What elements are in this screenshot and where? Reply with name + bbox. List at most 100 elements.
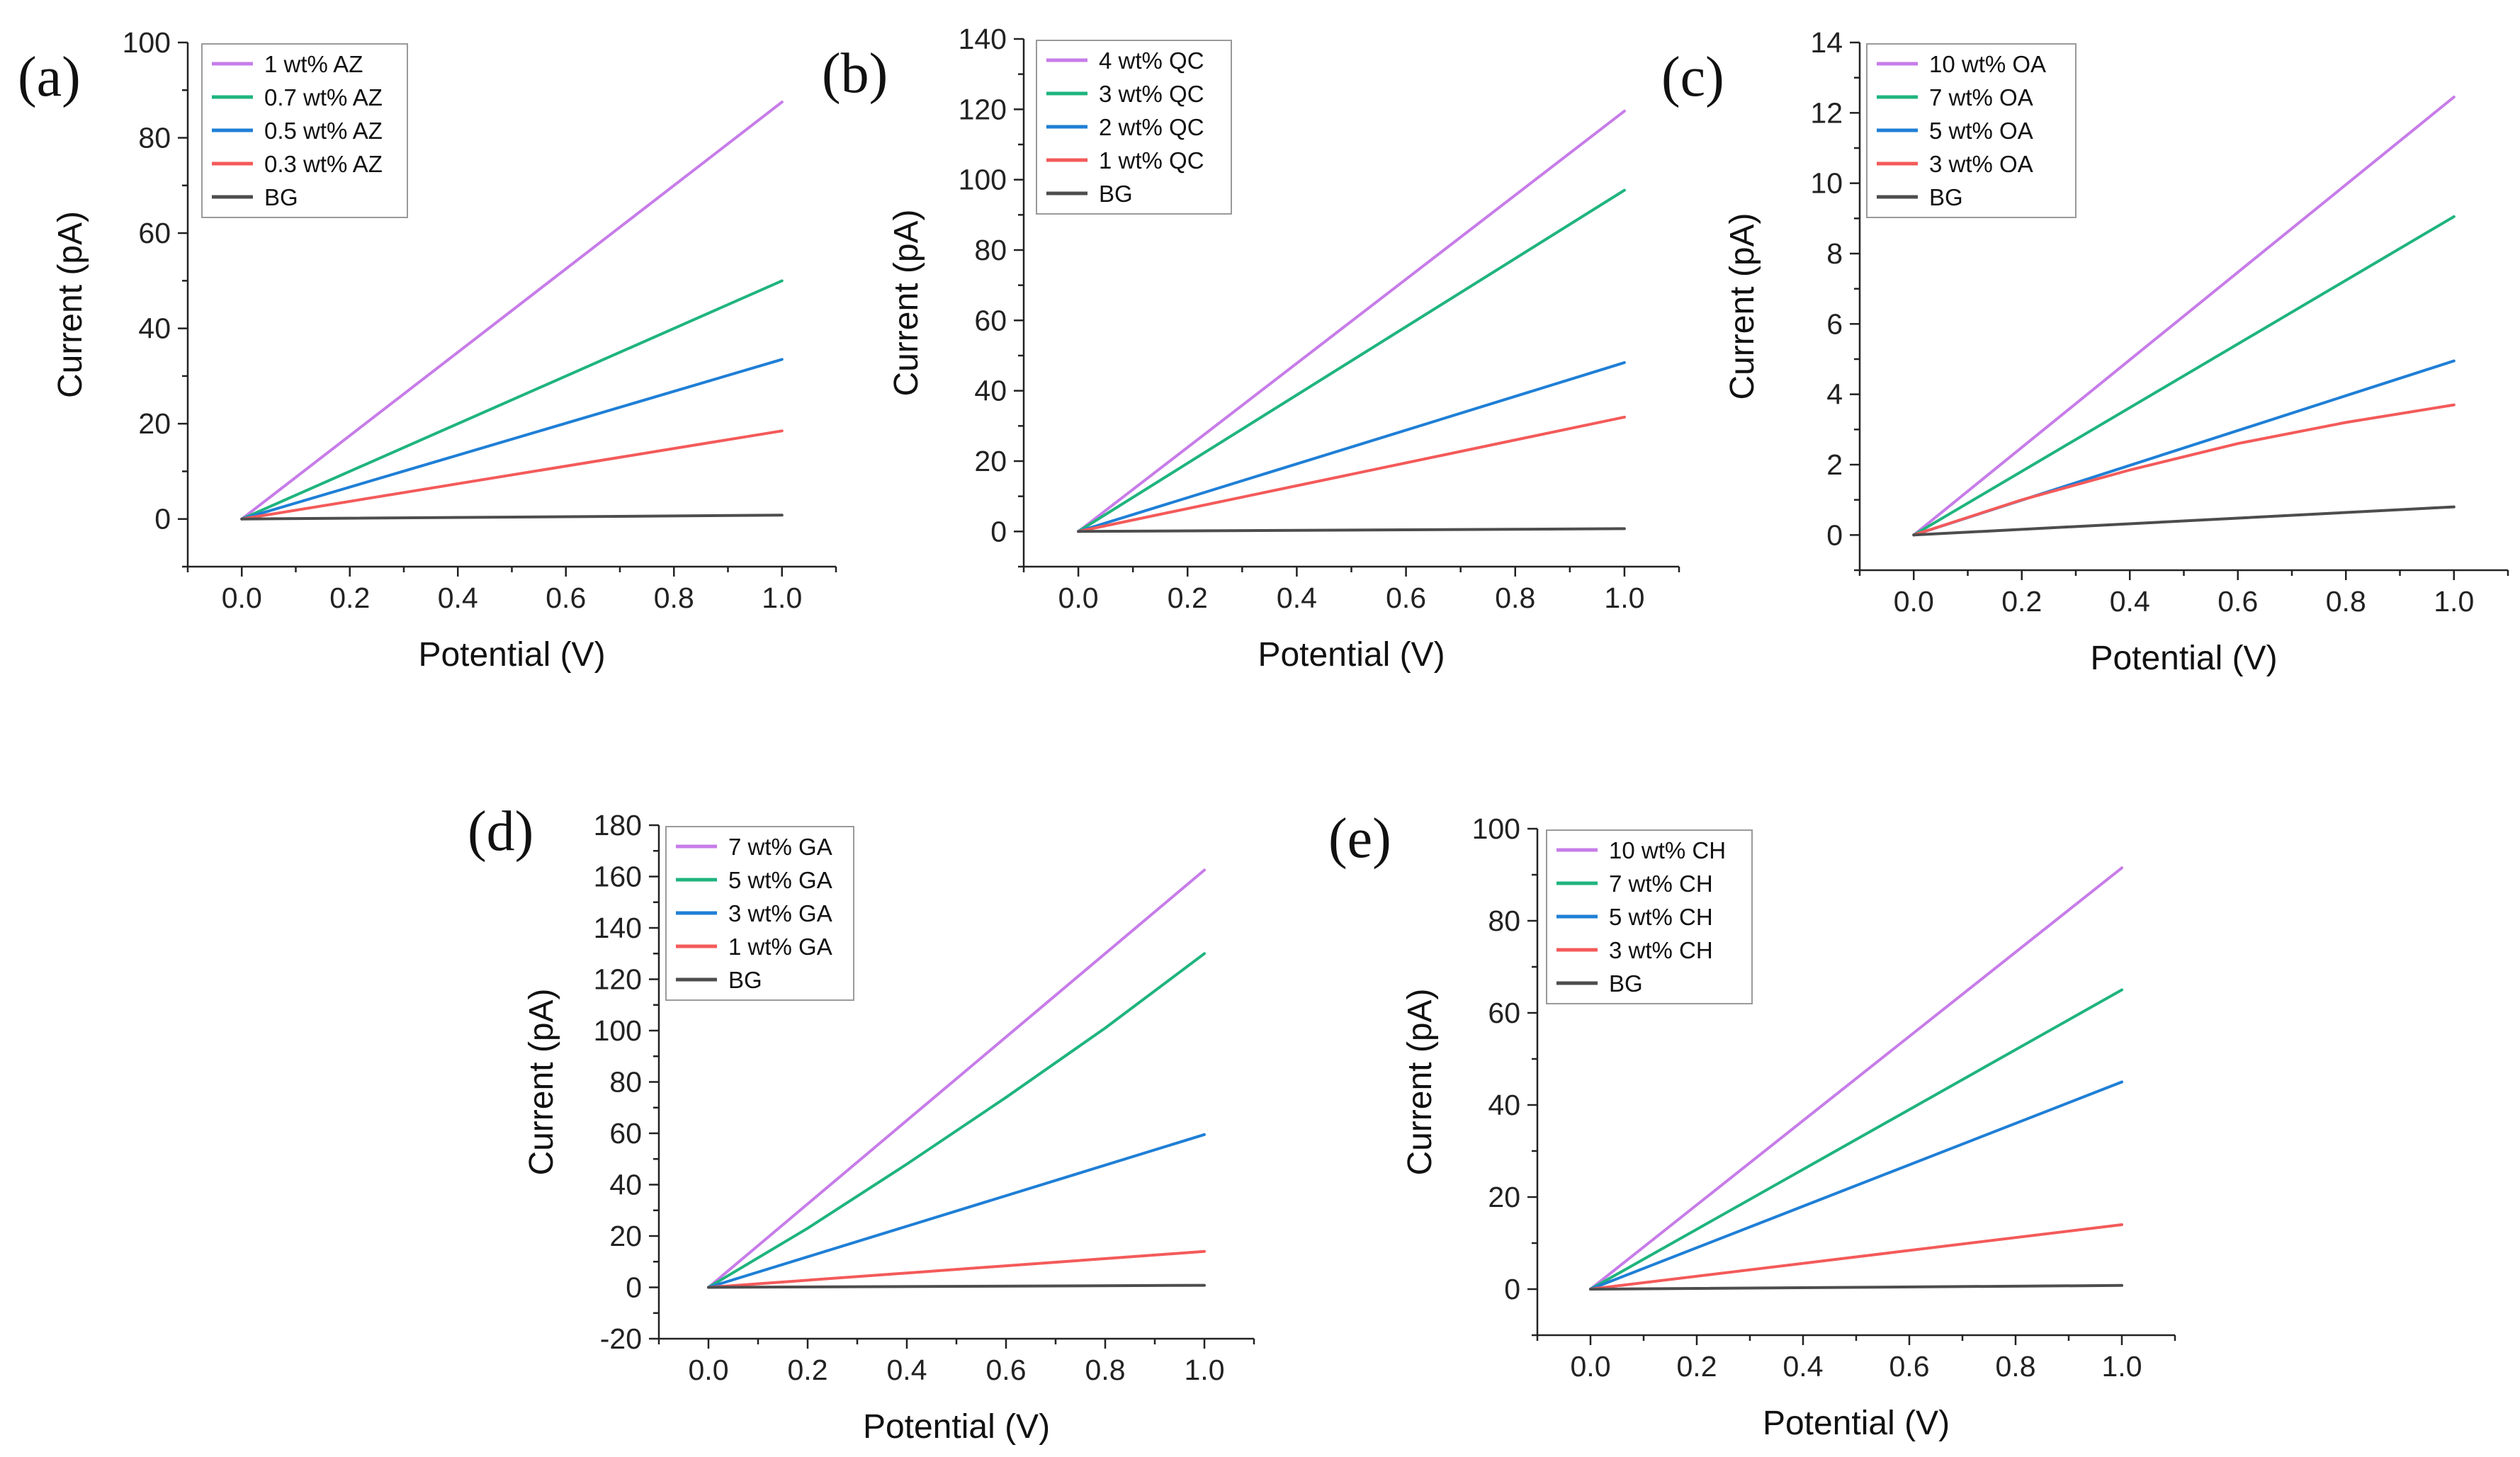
series-line-3: [1589, 1080, 2123, 1291]
series-line-5: [1077, 527, 1626, 533]
y-tick-label: 180: [594, 809, 642, 841]
y-axis-title: Current (pA): [1724, 212, 1761, 399]
y-tick-label: 80: [974, 234, 1007, 266]
y-tick-label: 100: [594, 1014, 642, 1047]
x-tick-label: 0.6: [2217, 585, 2258, 618]
series-line-4: [1912, 403, 2456, 537]
y-tick-label: 60: [1488, 997, 1520, 1029]
y-tick-label: 20: [609, 1220, 642, 1252]
panel-label-a: (a): [18, 46, 81, 108]
y-tick-label: 100: [1472, 812, 1520, 845]
series-line-3: [240, 358, 784, 521]
series-line-4: [240, 429, 784, 521]
chart-panel-c: (c) 0.0 0.2 0.4 0.6 0.8 1.0 0 2 4 6 8 10 12 14 Potentia…: [1661, 26, 2509, 677]
x-tick-label: 0.8: [1495, 582, 1535, 614]
chart-panel-d: (d) 0.0 0.2 0.4 0.6 0.8 1.0 -20 0 20 40 60 80 100 120 1…: [468, 800, 1255, 1446]
x-tick-label: 0.8: [2326, 585, 2366, 618]
legend-entry: 0.5 wt% AZ: [264, 118, 383, 144]
legend-entry: 3 wt% GA: [728, 900, 832, 926]
y-tick-label: 80: [1488, 905, 1520, 937]
y-tick-label: 0: [990, 515, 1007, 548]
y-tick-label: 40: [1488, 1089, 1520, 1121]
series-line-5: [1589, 1283, 2123, 1291]
series-line-1: [1589, 866, 2123, 1291]
y-axis-title: Current (pA): [523, 988, 560, 1175]
legend-entry: 5 wt% CH: [1609, 904, 1713, 930]
legend-entry: 10 wt% OA: [1929, 51, 2046, 77]
y-tick-label: 2: [1826, 448, 1843, 481]
legend-entry: 7 wt% OA: [1929, 84, 2033, 110]
y-tick-label: 12: [1810, 96, 1843, 129]
y-tick-label: 140: [594, 912, 642, 944]
series-line-3: [707, 1133, 1206, 1289]
series-line-2: [1912, 215, 2456, 537]
x-tick-label: 0.6: [546, 582, 586, 614]
y-tick-label: 4: [1826, 378, 1843, 411]
y-tick-label: 80: [609, 1066, 642, 1099]
y-tick-label: 120: [959, 93, 1007, 125]
chart-panel-b: (b) 0.0 0.2 0.4 0.6 0.8 1.0 0 20 40 60 80 100 120 140 P…: [822, 23, 1680, 674]
legend-entry: BG: [1099, 181, 1133, 207]
legend-entry: 1 wt% AZ: [264, 51, 363, 77]
x-tick-label: 1.0: [762, 582, 802, 614]
x-axis-title: Potential (V): [418, 636, 605, 674]
panel-label-d: (d): [468, 800, 533, 863]
x-tick-label: 0.4: [887, 1354, 927, 1386]
x-tick-label: 0.0: [689, 1354, 729, 1386]
x-tick-label: 0.6: [986, 1354, 1027, 1386]
legend-entry: BG: [264, 184, 298, 210]
x-tick-label: 0.0: [1894, 585, 1934, 618]
chart-panel-a: (a) 0.0 0.2 0.4 0.6 0.8 1.0 0 20 40 60 80 100 Potenti…: [18, 26, 837, 674]
series-line-4: [1077, 415, 1626, 533]
series-line-3: [1077, 361, 1626, 533]
y-axis-title: Current (pA): [1401, 988, 1439, 1175]
x-tick-label: 0.2: [788, 1354, 828, 1386]
y-tick-label: 10: [1810, 167, 1843, 200]
legend-entry: 7 wt% GA: [728, 834, 832, 860]
series-line-4: [1589, 1223, 2123, 1291]
y-tick-label: 0: [1504, 1273, 1520, 1305]
series-line-2: [1077, 188, 1626, 533]
legend-entry: 7 wt% CH: [1609, 871, 1713, 897]
series-line-5: [1912, 505, 2456, 537]
y-tick-label: 0: [1826, 518, 1843, 551]
series-line-1: [1912, 96, 2456, 537]
y-axis-title: Current (pA): [52, 211, 89, 398]
x-tick-label: 0.2: [2001, 585, 2042, 618]
x-tick-label: 0.4: [2110, 585, 2150, 618]
x-tick-label: 0.8: [1996, 1350, 2036, 1383]
x-tick-label: 0.2: [1677, 1350, 1717, 1383]
y-tick-label: 20: [138, 407, 171, 440]
legend-entry: BG: [728, 967, 762, 993]
series-line-2: [707, 952, 1206, 1289]
x-tick-label: 0.6: [1889, 1350, 1930, 1383]
y-tick-label: -20: [600, 1322, 642, 1355]
panel-label-c: (c): [1661, 46, 1724, 108]
y-axis-title: Current (pA): [888, 209, 925, 396]
legend-entry: 10 wt% CH: [1609, 837, 1726, 863]
y-tick-label: 20: [1488, 1181, 1520, 1213]
x-tick-label: 1.0: [1185, 1354, 1225, 1386]
panel-label-b: (b): [822, 42, 888, 105]
x-tick-label: 0.2: [1168, 582, 1208, 614]
x-tick-label: 0.0: [1058, 582, 1099, 614]
legend-entry: 1 wt% QC: [1099, 147, 1204, 174]
x-axis-title: Potential (V): [2090, 640, 2277, 677]
y-tick-label: 0: [154, 503, 171, 535]
legend-entry: 4 wt% QC: [1099, 47, 1204, 74]
legend-entry: 2 wt% QC: [1099, 114, 1204, 140]
legend-entry: BG: [1929, 184, 1963, 210]
x-tick-label: 1.0: [1604, 582, 1644, 614]
x-tick-label: 0.8: [1085, 1354, 1126, 1386]
legend-entry: 0.7 wt% AZ: [264, 84, 383, 110]
legend-entry: 5 wt% GA: [728, 867, 832, 893]
y-tick-label: 6: [1826, 307, 1843, 340]
y-tick-label: 8: [1826, 237, 1843, 270]
panel-label-e: (e): [1328, 807, 1391, 870]
x-tick-label: 0.0: [222, 582, 262, 614]
y-tick-label: 140: [959, 23, 1007, 55]
series-line-2: [1589, 988, 2123, 1291]
x-axis-title: Potential (V): [1763, 1405, 1950, 1442]
y-tick-label: 20: [974, 445, 1007, 477]
